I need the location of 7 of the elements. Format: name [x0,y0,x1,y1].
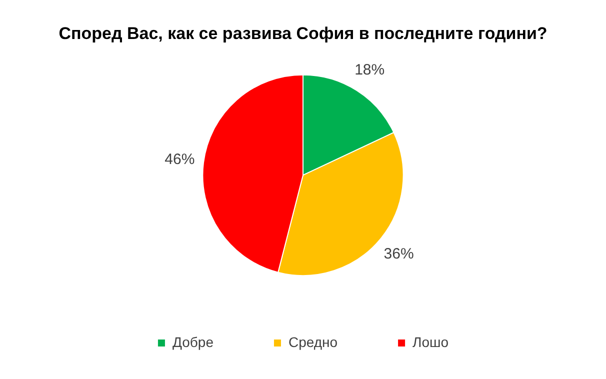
data-label: 36% [384,246,414,263]
legend-label: Лошо [412,334,449,350]
legend-label: Добре [172,334,214,350]
data-label: 46% [164,150,195,168]
chart-title: Според Вас, как се развива София в последните години? [58,24,548,43]
legend-label: Средно [288,334,338,350]
data-label: 18% [354,61,385,78]
